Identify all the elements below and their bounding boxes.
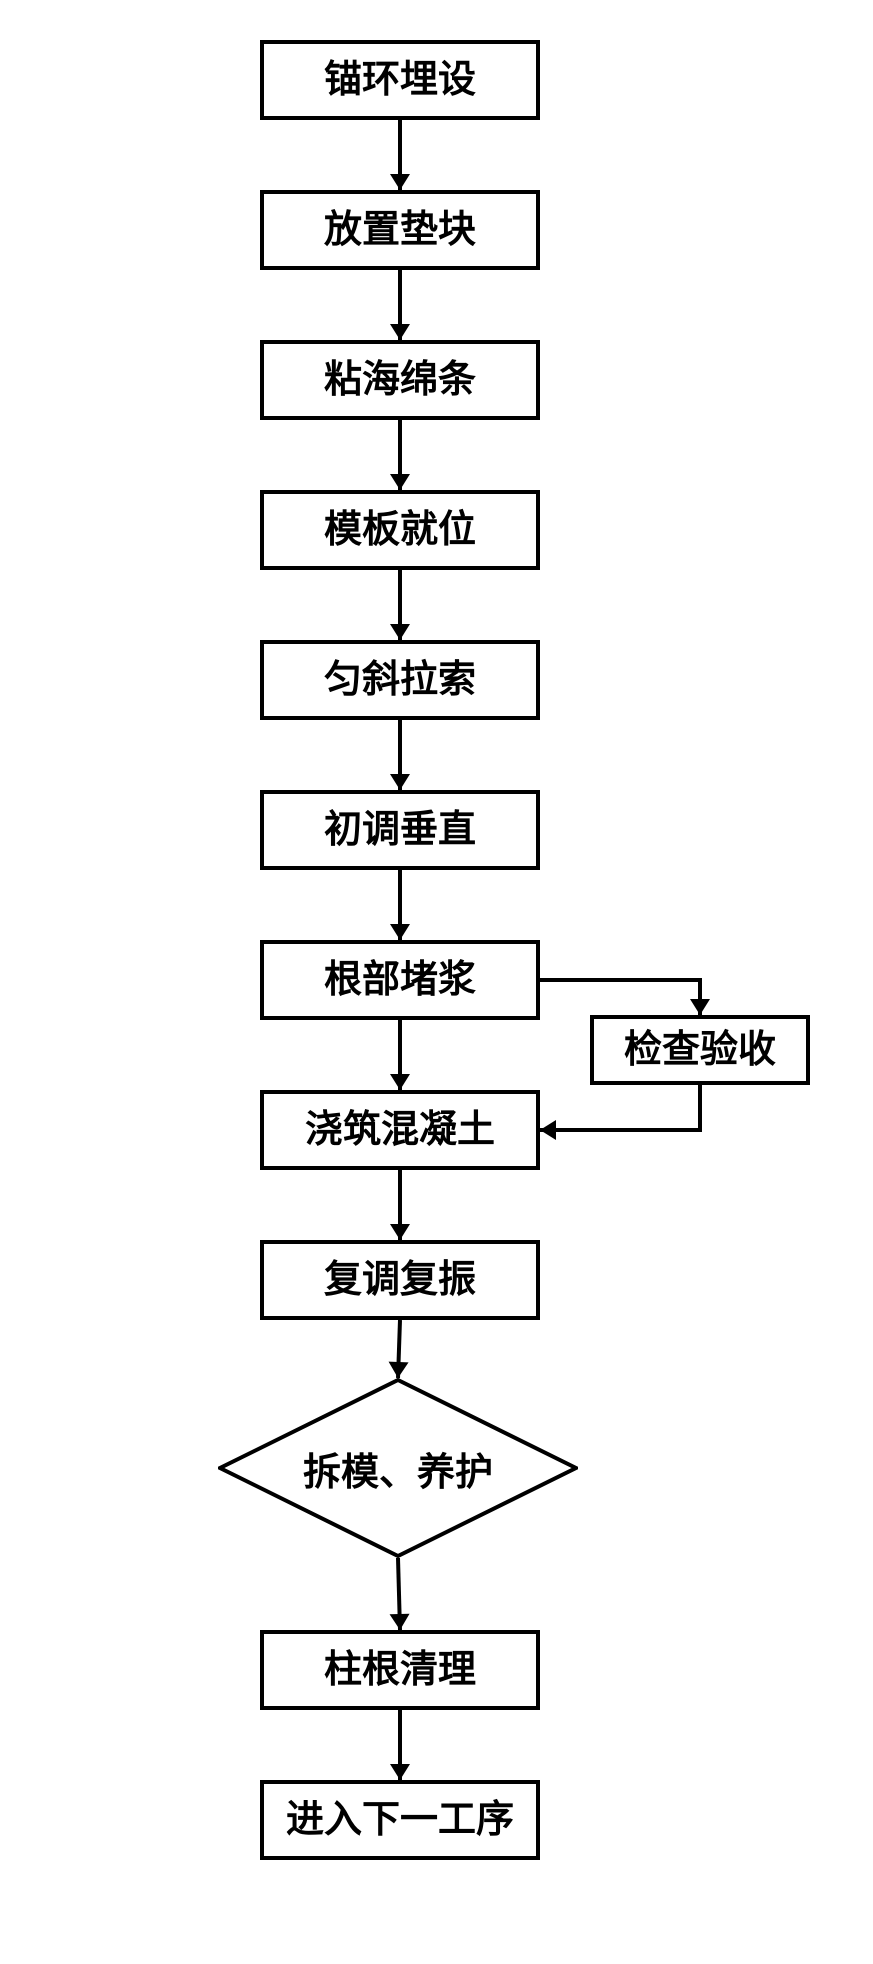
- arrow-branch-down: [528, 968, 724, 1039]
- arrow-main-3: [388, 408, 412, 502]
- arrow-after-1: [388, 1698, 412, 1792]
- diamond-step: 拆模、养护: [218, 1378, 578, 1558]
- arrow-main-7: [388, 1008, 412, 1102]
- arrow-main-4: [388, 558, 412, 652]
- arrow-main-8: [388, 1158, 412, 1252]
- arrow-main-5: [388, 708, 412, 802]
- arrow-main-6: [388, 858, 412, 952]
- arrow-main-1: [388, 108, 412, 202]
- diamond-step-label: 拆模、养护: [303, 1441, 493, 1496]
- arrow-from-diamond: [386, 1546, 412, 1642]
- after-step-1: 进入下一工序: [260, 1780, 540, 1860]
- arrow-branch-back: [528, 1073, 724, 1154]
- arrow-main-2: [388, 258, 412, 352]
